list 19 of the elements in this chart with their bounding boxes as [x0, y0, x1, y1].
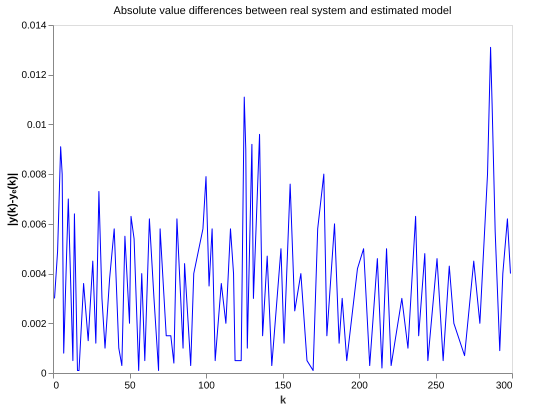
y-tick-label: 0.006 — [21, 219, 47, 230]
x-tick-label: 200 — [351, 380, 368, 392]
x-tick-label: 0 — [54, 380, 60, 392]
x-tick-label: 100 — [198, 380, 216, 392]
x-tick-label: 150 — [274, 380, 292, 392]
y-tick-label: 0.01 — [27, 120, 47, 131]
y-tick-label: 0.002 — [21, 318, 47, 330]
x-tick-label: 50 — [124, 380, 136, 392]
x-axis-title: k — [280, 394, 287, 404]
y-tick-label: 0.008 — [21, 170, 47, 181]
chart-title: Absolute value differences between real system and estimated model — [114, 5, 452, 17]
x-tick-label: 250 — [428, 380, 445, 392]
y-tick-label: 0 — [40, 368, 47, 380]
y-tick-label: 0.014 — [21, 20, 47, 32]
x-tick-label: 300 — [496, 380, 513, 392]
y-axis-title: |y(k)-yₑ(k)| — [6, 172, 18, 226]
y-tick-label: 0.012 — [21, 70, 47, 82]
line-series — [54, 46, 511, 372]
y-tick-label: 0.004 — [21, 269, 47, 280]
